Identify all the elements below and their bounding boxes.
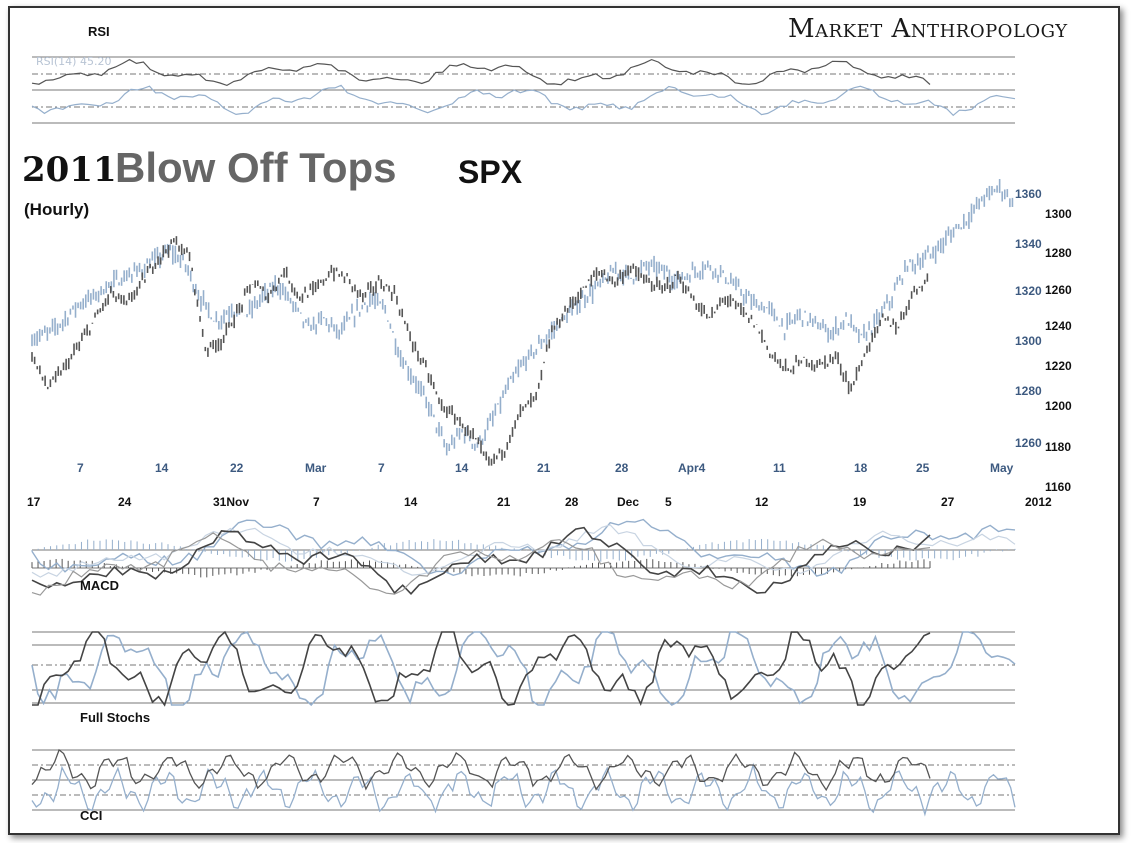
- series-current: [31, 236, 929, 466]
- brand-logo: Market Anthropology: [788, 14, 1068, 44]
- y-tick-blue: 1300: [1015, 334, 1042, 348]
- title-symbol: SPX: [458, 154, 523, 190]
- x-tick-top: 18: [854, 461, 868, 475]
- x-tick-top: 7: [378, 461, 385, 475]
- y-tick-blue: 1360: [1015, 187, 1042, 201]
- title-year: 2011: [22, 150, 117, 190]
- title-main: Blow Off Tops: [115, 144, 397, 191]
- macd-2011-line: [31, 518, 1016, 577]
- x-tick-bottom: 24: [118, 495, 132, 509]
- stoch-2011-line: [31, 630, 1016, 707]
- series-2011: [31, 179, 1014, 456]
- x-tick-top: 25: [916, 461, 930, 475]
- x-tick-bottom: 2012: [1025, 495, 1052, 509]
- x-tick-top: 11: [773, 461, 786, 475]
- x-tick-top: 7: [77, 461, 84, 475]
- y-tick-blue: 1340: [1015, 237, 1042, 251]
- rsi-2011-line: [31, 84, 1016, 117]
- chart-frame: [8, 6, 1120, 835]
- x-tick-top: Apr4: [678, 461, 706, 475]
- macd-label: MACD: [80, 578, 119, 593]
- x-tick-top: 14: [155, 461, 169, 475]
- x-tick-top: May: [990, 461, 1014, 475]
- y-tick-black: 1180: [1045, 440, 1071, 454]
- x-tick-top: 22: [230, 461, 244, 475]
- cci-current-line: [31, 748, 931, 792]
- x-tick-bottom: 17: [27, 495, 41, 509]
- y-tick-blue: 1260: [1015, 436, 1042, 450]
- stoch-current-line: [32, 630, 931, 707]
- y-tick-blue: 1280: [1015, 384, 1042, 398]
- y-tick-black: 1160: [1045, 480, 1071, 494]
- subtitle: (Hourly): [24, 200, 90, 219]
- x-tick-top: Mar: [305, 461, 327, 475]
- y-tick-black: 1300: [1045, 207, 1072, 221]
- cci-label: CCI: [80, 808, 103, 823]
- x-tick-top: 21: [537, 461, 551, 475]
- macd-current-signal: [31, 532, 931, 596]
- rsi-setting-label: RSI(14) 45.20: [36, 55, 112, 68]
- cci-2011-line: [31, 762, 1016, 817]
- y-tick-black: 1240: [1045, 319, 1072, 333]
- x-tick-bottom: 27: [941, 495, 955, 509]
- x-tick-top: 14: [455, 461, 469, 475]
- x-tick-bottom: 28: [565, 495, 579, 509]
- x-tick-bottom: 5: [665, 495, 672, 509]
- x-tick-bottom: Dec: [617, 495, 639, 509]
- x-tick-bottom: 12: [755, 495, 769, 509]
- y-tick-black: 1260: [1045, 283, 1072, 297]
- y-tick-black: 1280: [1045, 246, 1072, 260]
- macd-current-line: [31, 526, 931, 595]
- y-tick-blue: 1320: [1015, 284, 1042, 298]
- x-tick-bottom: 14: [404, 495, 418, 509]
- x-tick-bottom: 7: [313, 495, 320, 509]
- y-tick-black: 1220: [1045, 359, 1072, 373]
- x-tick-bottom: 31Nov: [213, 495, 249, 509]
- x-tick-bottom: 21: [497, 495, 511, 509]
- rsi-label: RSI: [88, 24, 110, 39]
- y-tick-black: 1200: [1045, 399, 1072, 413]
- rsi-current-line: [31, 58, 931, 87]
- stochs-label: Full Stochs: [80, 710, 151, 725]
- x-tick-bottom: 19: [853, 495, 867, 509]
- x-tick-top: 28: [615, 461, 629, 475]
